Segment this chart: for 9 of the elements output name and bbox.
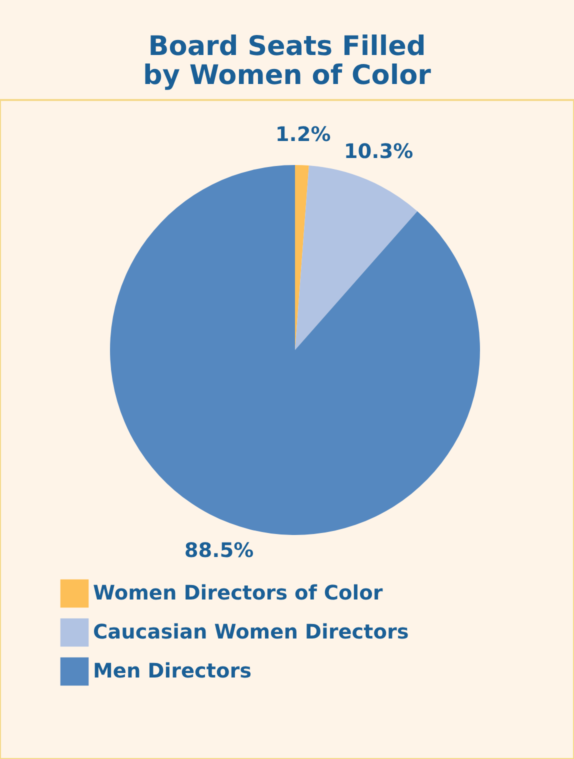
pie-slice bbox=[295, 166, 418, 350]
pie-slice bbox=[110, 165, 480, 535]
chart-title: Board Seats Filled by Women of Color bbox=[143, 31, 432, 91]
legend-label: Caucasian Women Directors bbox=[93, 620, 409, 644]
data-label: 10.3% bbox=[344, 138, 414, 163]
data-label: 1.2% bbox=[275, 122, 331, 146]
data-label: 88.5% bbox=[184, 538, 254, 562]
legend-label: Women Directors of Color bbox=[93, 580, 383, 604]
legend-label: Men Directors bbox=[93, 658, 252, 682]
